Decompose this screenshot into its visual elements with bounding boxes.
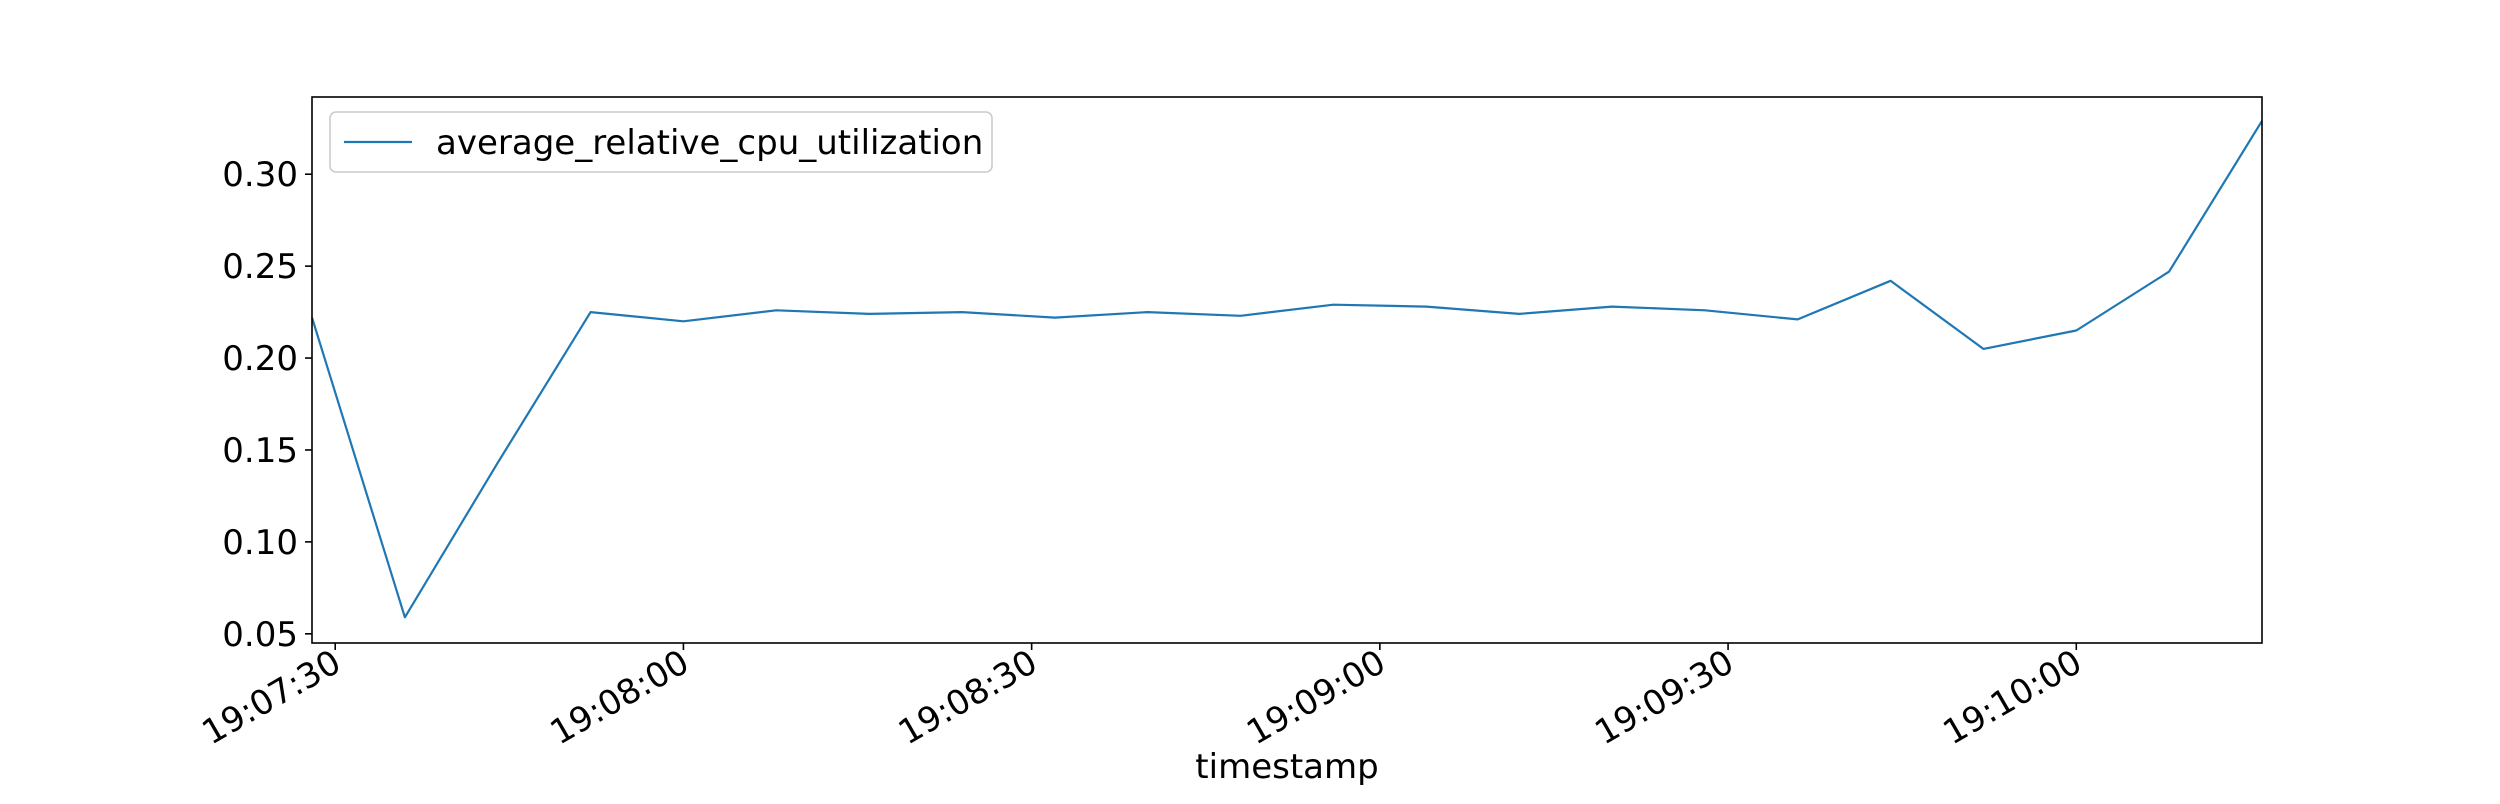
series-layer bbox=[310, 120, 2263, 619]
y-tick-label: 0.05 bbox=[222, 615, 298, 655]
x-axis-ticks: 19:07:30 19:08:00 19:08:30 19:09:00 19:09:30… bbox=[195, 642, 2088, 753]
x-tick-label: 19:08:00 bbox=[544, 642, 696, 753]
y-axis-ticks: 0.05 0.10 0.15 0.20 0.25 0.30 bbox=[222, 155, 312, 655]
y-tick-label: 0.20 bbox=[222, 339, 298, 379]
y-tick-label: 0.30 bbox=[222, 155, 298, 195]
legend-box bbox=[329, 111, 993, 173]
x-tick-label: 19:10:00 bbox=[1937, 642, 2089, 753]
x-tick-label: 19:09:00 bbox=[1240, 642, 1392, 753]
x-tick-label: 19:08:30 bbox=[892, 642, 1044, 753]
x-tick-label: 19:09:30 bbox=[1588, 642, 1740, 753]
y-tick-label: 0.10 bbox=[222, 523, 298, 563]
plot-frame bbox=[311, 96, 2263, 644]
x-tick-label: 19:07:30 bbox=[195, 642, 347, 753]
x-axis-label: timestamp bbox=[1195, 747, 1378, 787]
y-tick-label: 0.15 bbox=[222, 431, 298, 471]
legend-entry-label: average_relative_cpu_utilization bbox=[436, 123, 983, 163]
legend: average_relative_cpu_utilization bbox=[329, 111, 993, 173]
y-tick-label: 0.25 bbox=[222, 247, 298, 287]
series-line bbox=[310, 120, 2263, 619]
plot-area bbox=[312, 97, 2262, 643]
